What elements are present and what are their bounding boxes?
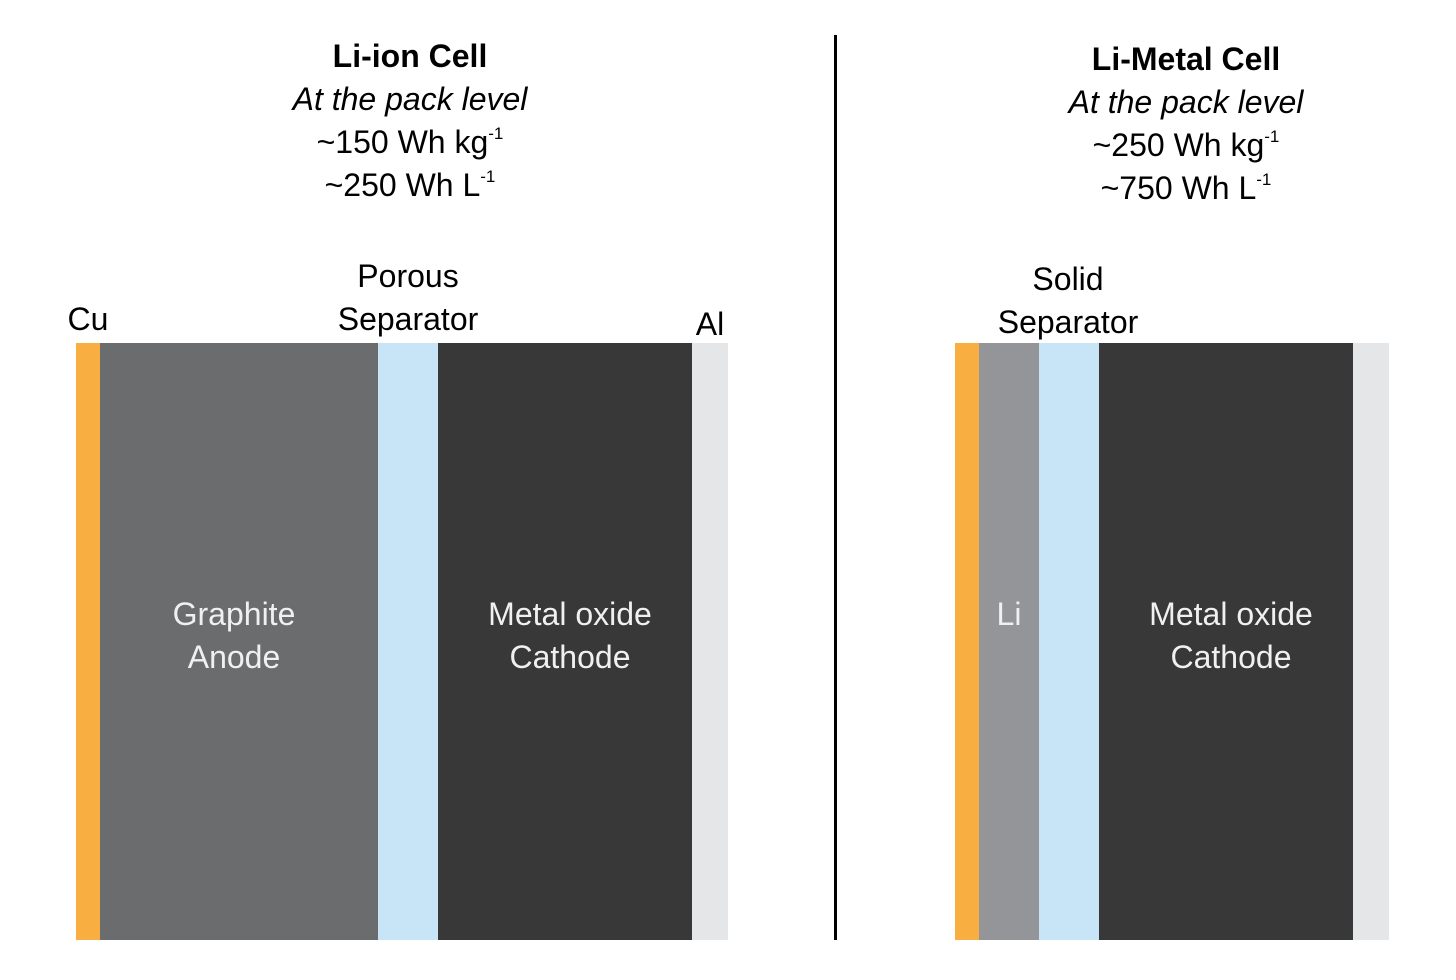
porous-separator-label-line2: Separator: [337, 301, 479, 337]
porous-separator-label-line1: Porous: [357, 258, 459, 294]
li-metal-gravimetric-energy: ~250 Wh kg-1: [936, 127, 1436, 164]
li-ion-energy-kg-value: ~150 Wh kg: [316, 124, 489, 160]
li-ion-cathode-label-line1: Metal oxide: [488, 596, 652, 632]
panel-divider: [834, 35, 837, 940]
graphite-anode-label-line2: Anode: [187, 639, 281, 675]
li-metal-subtitle: At the pack level: [1068, 84, 1304, 120]
copper-collector-layer: [76, 343, 100, 940]
li-ion-volumetric-energy: ~250 Wh L-1: [160, 167, 660, 204]
cu-label: Cu: [67, 301, 109, 337]
li-ion-cathode-label: Metal oxide Cathode: [438, 593, 702, 679]
solid-separator-label-line2: Separator: [997, 304, 1139, 340]
li-metal-volumetric-energy: ~750 Wh L-1: [936, 170, 1436, 207]
graphite-anode-layer: [100, 343, 378, 940]
li-ion-gravimetric-energy: ~150 Wh kg-1: [160, 124, 660, 161]
li-ion-cathode-label-line2: Cathode: [509, 639, 631, 675]
li-ion-energy-l-value: ~250 Wh L: [324, 167, 481, 203]
lithium-metal-anode-layer: [979, 343, 1039, 940]
aluminum-collector-layer: [692, 343, 728, 940]
li-metal-cathode-label-line1: Metal oxide: [1149, 596, 1313, 632]
solid-separator-label: Solid Separator: [968, 258, 1168, 344]
li-metal-cathode-label: Metal oxide Cathode: [1099, 593, 1363, 679]
al-label: Al: [695, 306, 725, 342]
li-metal-energy-kg-exponent: -1: [1264, 127, 1280, 146]
li-ion-title: Li-ion Cell: [332, 38, 488, 74]
li-metal-copper-collector-layer: [955, 343, 979, 940]
li-ion-energy-l-exponent: -1: [480, 167, 496, 186]
porous-separator-layer: [378, 343, 438, 940]
porous-separator-label: Porous Separator: [308, 255, 508, 341]
li-ion-energy-kg-exponent: -1: [488, 124, 504, 143]
solid-separator-layer: [1039, 343, 1099, 940]
li-metal-cathode-label-line2: Cathode: [1170, 639, 1292, 675]
li-ion-subtitle: At the pack level: [292, 81, 528, 117]
lithium-anode-label: Li: [996, 596, 1022, 632]
solid-separator-label-line1: Solid: [1032, 261, 1104, 297]
li-ion-cathode-layer: [438, 343, 692, 940]
graphite-anode-label: Graphite Anode: [100, 593, 368, 679]
li-metal-aluminum-collector-layer: [1353, 343, 1389, 940]
li-metal-energy-l-value: ~750 Wh L: [1100, 170, 1257, 206]
li-metal-energy-l-exponent: -1: [1256, 170, 1272, 189]
li-metal-title: Li-Metal Cell: [1091, 41, 1281, 77]
li-metal-energy-kg-value: ~250 Wh kg: [1092, 127, 1265, 163]
li-metal-cathode-layer: [1099, 343, 1353, 940]
graphite-anode-label-line1: Graphite: [172, 596, 296, 632]
